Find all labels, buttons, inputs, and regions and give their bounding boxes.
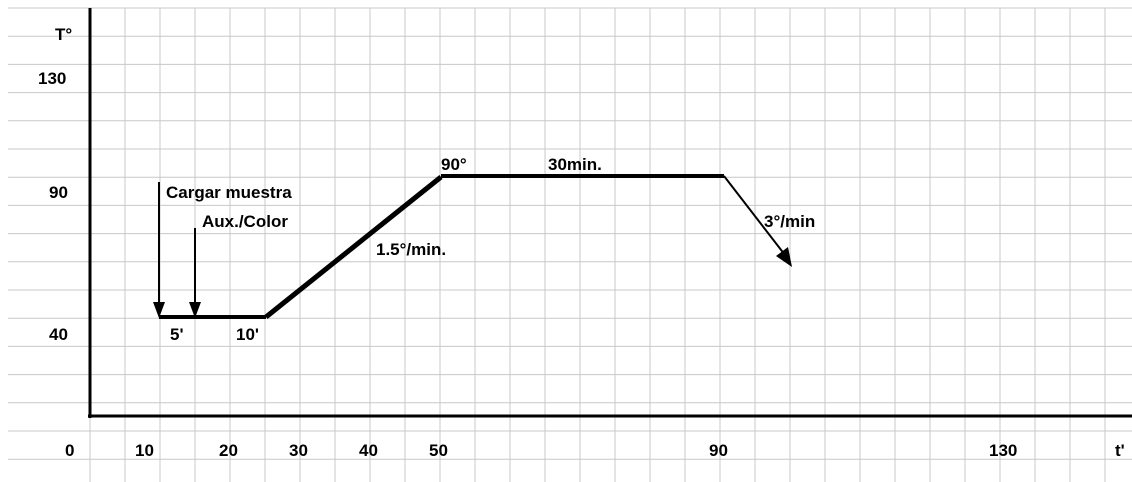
x-tick-10: 10 [135, 441, 154, 460]
ramp-rate-label: 1.5°/min. [376, 240, 446, 259]
x-tick-40: 40 [359, 441, 378, 460]
y-tick-40: 40 [49, 325, 68, 344]
cooling-arrowhead [776, 247, 792, 267]
cooling-line [723, 175, 786, 256]
x-tick-20: 20 [219, 441, 238, 460]
x-axis-unit-label: t' [1115, 441, 1125, 460]
load-sample-label: Cargar muestra [166, 183, 292, 202]
peak-temp-label: 90° [441, 155, 467, 174]
five-min-label: 5' [170, 325, 184, 344]
y-axis-unit-label: T° [55, 25, 72, 44]
ten-min-label: 10' [236, 325, 259, 344]
y-tick-130: 130 [38, 69, 66, 88]
load-sample-arrowhead [153, 302, 165, 318]
aux-color-label: Aux./Color [202, 212, 288, 231]
x-tick-0: 0 [65, 441, 74, 460]
heating-ramp-segment [264, 175, 443, 319]
aux-color-arrowhead [189, 302, 201, 318]
x-tick-50: 50 [429, 441, 448, 460]
grid [8, 7, 1132, 482]
x-tick-130: 130 [989, 441, 1017, 460]
x-tick-30: 30 [289, 441, 308, 460]
hold-time-label: 30min. [548, 155, 602, 174]
x-tick-90: 90 [709, 441, 728, 460]
cool-rate-label: 3°/min [764, 212, 815, 231]
y-tick-90: 90 [49, 183, 68, 202]
